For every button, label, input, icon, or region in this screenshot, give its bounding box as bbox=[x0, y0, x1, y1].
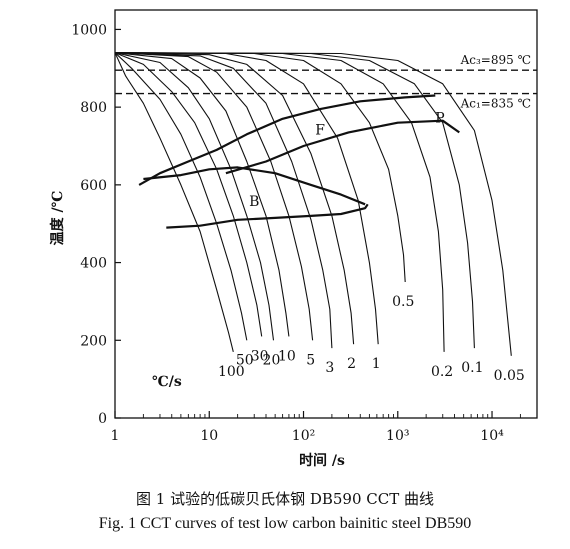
region-label: P bbox=[435, 111, 444, 127]
y-tick-label: 400 bbox=[80, 256, 107, 272]
cooling-rate-label: 0.1 bbox=[461, 360, 483, 376]
region-label: B bbox=[249, 194, 259, 210]
x-axis-label: 时间 /s bbox=[299, 452, 345, 469]
cooling-rate-label: 5 bbox=[306, 352, 315, 368]
cooling-rate-label: 20 bbox=[263, 352, 281, 368]
rate-unit-label: ℃/s bbox=[152, 374, 182, 390]
cooling-curve bbox=[114, 52, 234, 353]
caption-english: Fig. 1 CCT curves of test low carbon bai… bbox=[98, 515, 472, 532]
y-tick-label: 200 bbox=[80, 333, 107, 349]
cooling-curve bbox=[114, 52, 333, 349]
plot-border bbox=[114, 9, 538, 419]
x-tick-label: 10⁴ bbox=[480, 428, 504, 444]
cooling-rate-label: 30 bbox=[251, 348, 269, 364]
cooling-rate-label: 3 bbox=[325, 360, 334, 376]
y-tick-label: 0 bbox=[98, 411, 107, 427]
cooling-rate-label: 1 bbox=[372, 356, 381, 372]
reference-lines: Ac₃=895 ℃ Ac₁=835 ℃ bbox=[115, 53, 537, 111]
cooling-curve bbox=[114, 52, 379, 345]
boundary-curve bbox=[143, 166, 366, 206]
boundary-curve bbox=[225, 119, 460, 175]
y-axis-label: 温度 /℃ bbox=[49, 190, 66, 245]
cooling-curve bbox=[114, 52, 314, 341]
cooling-curve bbox=[114, 52, 263, 337]
caption-chinese: 图 1 试验的低碳贝氏体钢 DB590 CCT 曲线 bbox=[135, 490, 435, 508]
cooling-curve bbox=[114, 52, 248, 341]
cooling-rate-label: 2 bbox=[347, 356, 356, 372]
reference-line-label: Ac₁=835 ℃ bbox=[460, 97, 531, 111]
cooling-curve bbox=[114, 52, 355, 345]
cooling-rate-label: 100 bbox=[218, 364, 245, 380]
reference-line-label: Ac₃=895 ℃ bbox=[460, 53, 531, 67]
cooling-curve bbox=[114, 52, 512, 356]
cooling-curve bbox=[114, 52, 475, 349]
cooling-rate-label: 50 bbox=[236, 352, 254, 368]
cooling-rate-label: 0.5 bbox=[392, 294, 414, 310]
boundary-curve bbox=[166, 203, 369, 229]
cooling-rate-label: 10 bbox=[278, 348, 296, 364]
plot-frame bbox=[114, 9, 538, 419]
x-tick-label: 10² bbox=[292, 428, 315, 444]
y-tick-label: 1000 bbox=[71, 22, 107, 38]
cooling-curves bbox=[114, 52, 512, 356]
cooling-rate-label: 0.05 bbox=[494, 368, 525, 384]
cooling-rate-label: 0.2 bbox=[431, 364, 453, 380]
cooling-curve bbox=[114, 52, 275, 341]
y-tick-label: 600 bbox=[80, 178, 107, 194]
cooling-curve bbox=[114, 52, 290, 337]
x-tick-label: 1 bbox=[111, 428, 120, 444]
transformation-boundaries bbox=[138, 94, 460, 229]
cooling-curve bbox=[114, 52, 445, 352]
y-tick-label: 800 bbox=[80, 100, 107, 116]
x-tick-label: 10 bbox=[200, 428, 218, 444]
x-tick-label: 10³ bbox=[386, 428, 409, 444]
boundary-curve bbox=[138, 94, 436, 186]
region-label: F bbox=[315, 122, 325, 138]
axis-ticks: 0 200 400 600 800 1000 1 10 10² 10³ 10⁴ bbox=[71, 22, 538, 444]
cooling-curve bbox=[114, 52, 406, 283]
